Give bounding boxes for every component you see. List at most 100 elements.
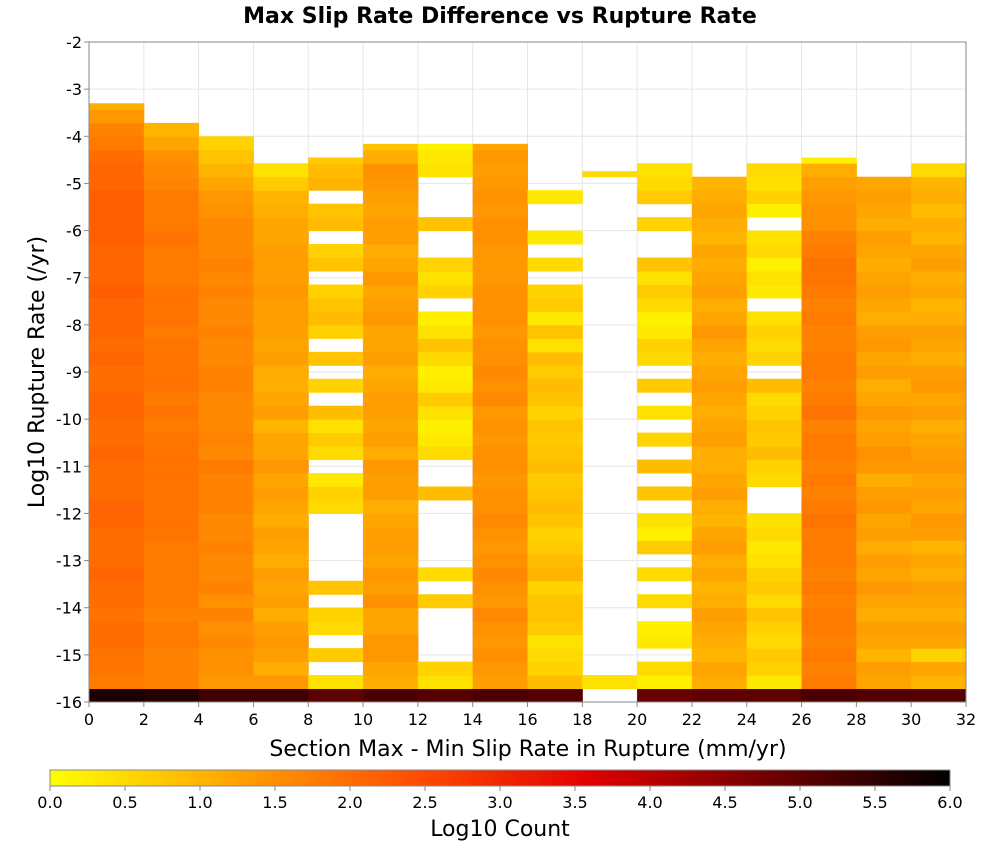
colorbar-tick-label: 4.5: [712, 793, 737, 812]
heatmap-cell: [89, 103, 145, 110]
heatmap-cell: [308, 163, 364, 178]
heatmap-cell: [198, 378, 254, 393]
heatmap-cell: [363, 392, 419, 407]
heatmap-cell: [143, 365, 200, 380]
heatmap-cell: [143, 351, 200, 366]
heatmap-cell: [363, 230, 419, 245]
heatmap-cell: [308, 311, 364, 326]
heatmap-cell: [89, 405, 145, 420]
heatmap-cell: [911, 459, 967, 474]
heatmap-cell: [308, 499, 364, 514]
heatmap-cell: [363, 257, 419, 272]
heatmap-cell: [143, 122, 200, 137]
heatmap-cell: [417, 378, 474, 393]
heatmap-cell: [691, 661, 748, 676]
heatmap-cell: [363, 419, 419, 434]
heatmap-cell: [527, 648, 583, 663]
heatmap-cell: [363, 163, 419, 178]
heatmap-cell: [911, 675, 967, 690]
heatmap-cell: [472, 176, 528, 191]
heatmap-cell: [637, 324, 693, 339]
heatmap-cell: [308, 217, 364, 232]
heatmap-cell: [746, 473, 803, 488]
heatmap-cell: [363, 149, 419, 164]
heatmap-cell: [363, 634, 419, 649]
heatmap-cell: [253, 459, 309, 474]
heatmap-cell: [801, 526, 857, 541]
heatmap-cell: [253, 311, 309, 326]
heatmap-cell: [801, 553, 857, 568]
heatmap-cell: [911, 230, 967, 245]
heatmap-cell: [363, 190, 419, 205]
colorbar-tick-label: 3.0: [487, 793, 512, 812]
heatmap-cell: [363, 499, 419, 514]
heatmap-cell: [527, 419, 583, 434]
heatmap-cell: [637, 217, 693, 232]
heatmap-cell: [801, 446, 857, 461]
heatmap-cell: [363, 244, 419, 259]
heatmap-cell: [198, 553, 254, 568]
heatmap-cell: [527, 365, 583, 380]
heatmap-cell: [89, 217, 145, 232]
heatmap-cell: [911, 607, 967, 622]
heatmap-cell: [89, 190, 145, 205]
heatmap-cell: [89, 378, 145, 393]
heatmap-cell: [856, 634, 912, 649]
heatmap-cell: [527, 405, 583, 420]
heatmap-cell: [911, 338, 967, 353]
heatmap-cell: [746, 432, 803, 447]
heatmap-cell: [746, 580, 803, 595]
colorbar-tick-label: 0.0: [37, 793, 62, 812]
heatmap-cell: [198, 419, 254, 434]
heatmap-cell: [856, 432, 912, 447]
heatmap-cell: [801, 338, 857, 353]
heatmap-cell: [472, 648, 528, 663]
heatmap-cell: [801, 419, 857, 434]
heatmap-cell: [363, 594, 419, 609]
heatmap-cell: [363, 203, 419, 218]
heatmap-cell: [801, 634, 857, 649]
heatmap-cell: [472, 661, 528, 676]
heatmap-cell: [253, 351, 309, 366]
heatmap-cell: [89, 392, 145, 407]
heatmap-cell: [911, 661, 967, 676]
colorbar-tick-label: 1.0: [187, 793, 212, 812]
heatmap-cell: [417, 432, 474, 447]
colorbar-tick-label: 1.5: [262, 793, 287, 812]
heatmap-cell: [856, 473, 912, 488]
y-tick-label: -5: [66, 174, 82, 193]
heatmap-cell: [746, 284, 803, 299]
heatmap-cell: [746, 271, 803, 285]
heatmap-cell: [637, 540, 693, 555]
heatmap-cell: [527, 284, 583, 299]
heatmap-cell: [417, 392, 474, 407]
heatmap-cell: [637, 284, 693, 299]
heatmap-cell: [143, 149, 200, 164]
heatmap-cell: [143, 311, 200, 326]
heatmap-cell: [253, 540, 309, 555]
heatmap-cell: [801, 459, 857, 474]
heatmap-cell: [417, 405, 474, 420]
heatmap-cell: [801, 157, 857, 164]
heatmap-cell: [363, 661, 419, 676]
heatmap-cell: [89, 648, 145, 663]
heatmap-cell: [472, 244, 528, 259]
x-tick-label: 20: [627, 710, 647, 729]
heatmap-cell: [746, 446, 803, 461]
y-tick-label: -4: [66, 127, 82, 146]
heatmap-cell: [911, 324, 967, 339]
heatmap-cell: [417, 324, 474, 339]
colorbar-tick-label: 2.0: [337, 793, 362, 812]
heatmap-cell: [527, 351, 583, 366]
heatmap-cell: [198, 621, 254, 636]
heatmap-cell: [801, 271, 857, 285]
heatmap-cell: [527, 311, 583, 326]
heatmap-cell: [801, 661, 857, 676]
heatmap-cell: [198, 297, 254, 312]
heatmap-cell: [691, 176, 748, 191]
heatmap-cell: [363, 459, 419, 474]
heatmap-cell: [143, 378, 200, 393]
heatmap-cell: [363, 675, 419, 690]
heatmap-cell: [363, 143, 419, 151]
heatmap-cell: [143, 271, 200, 285]
